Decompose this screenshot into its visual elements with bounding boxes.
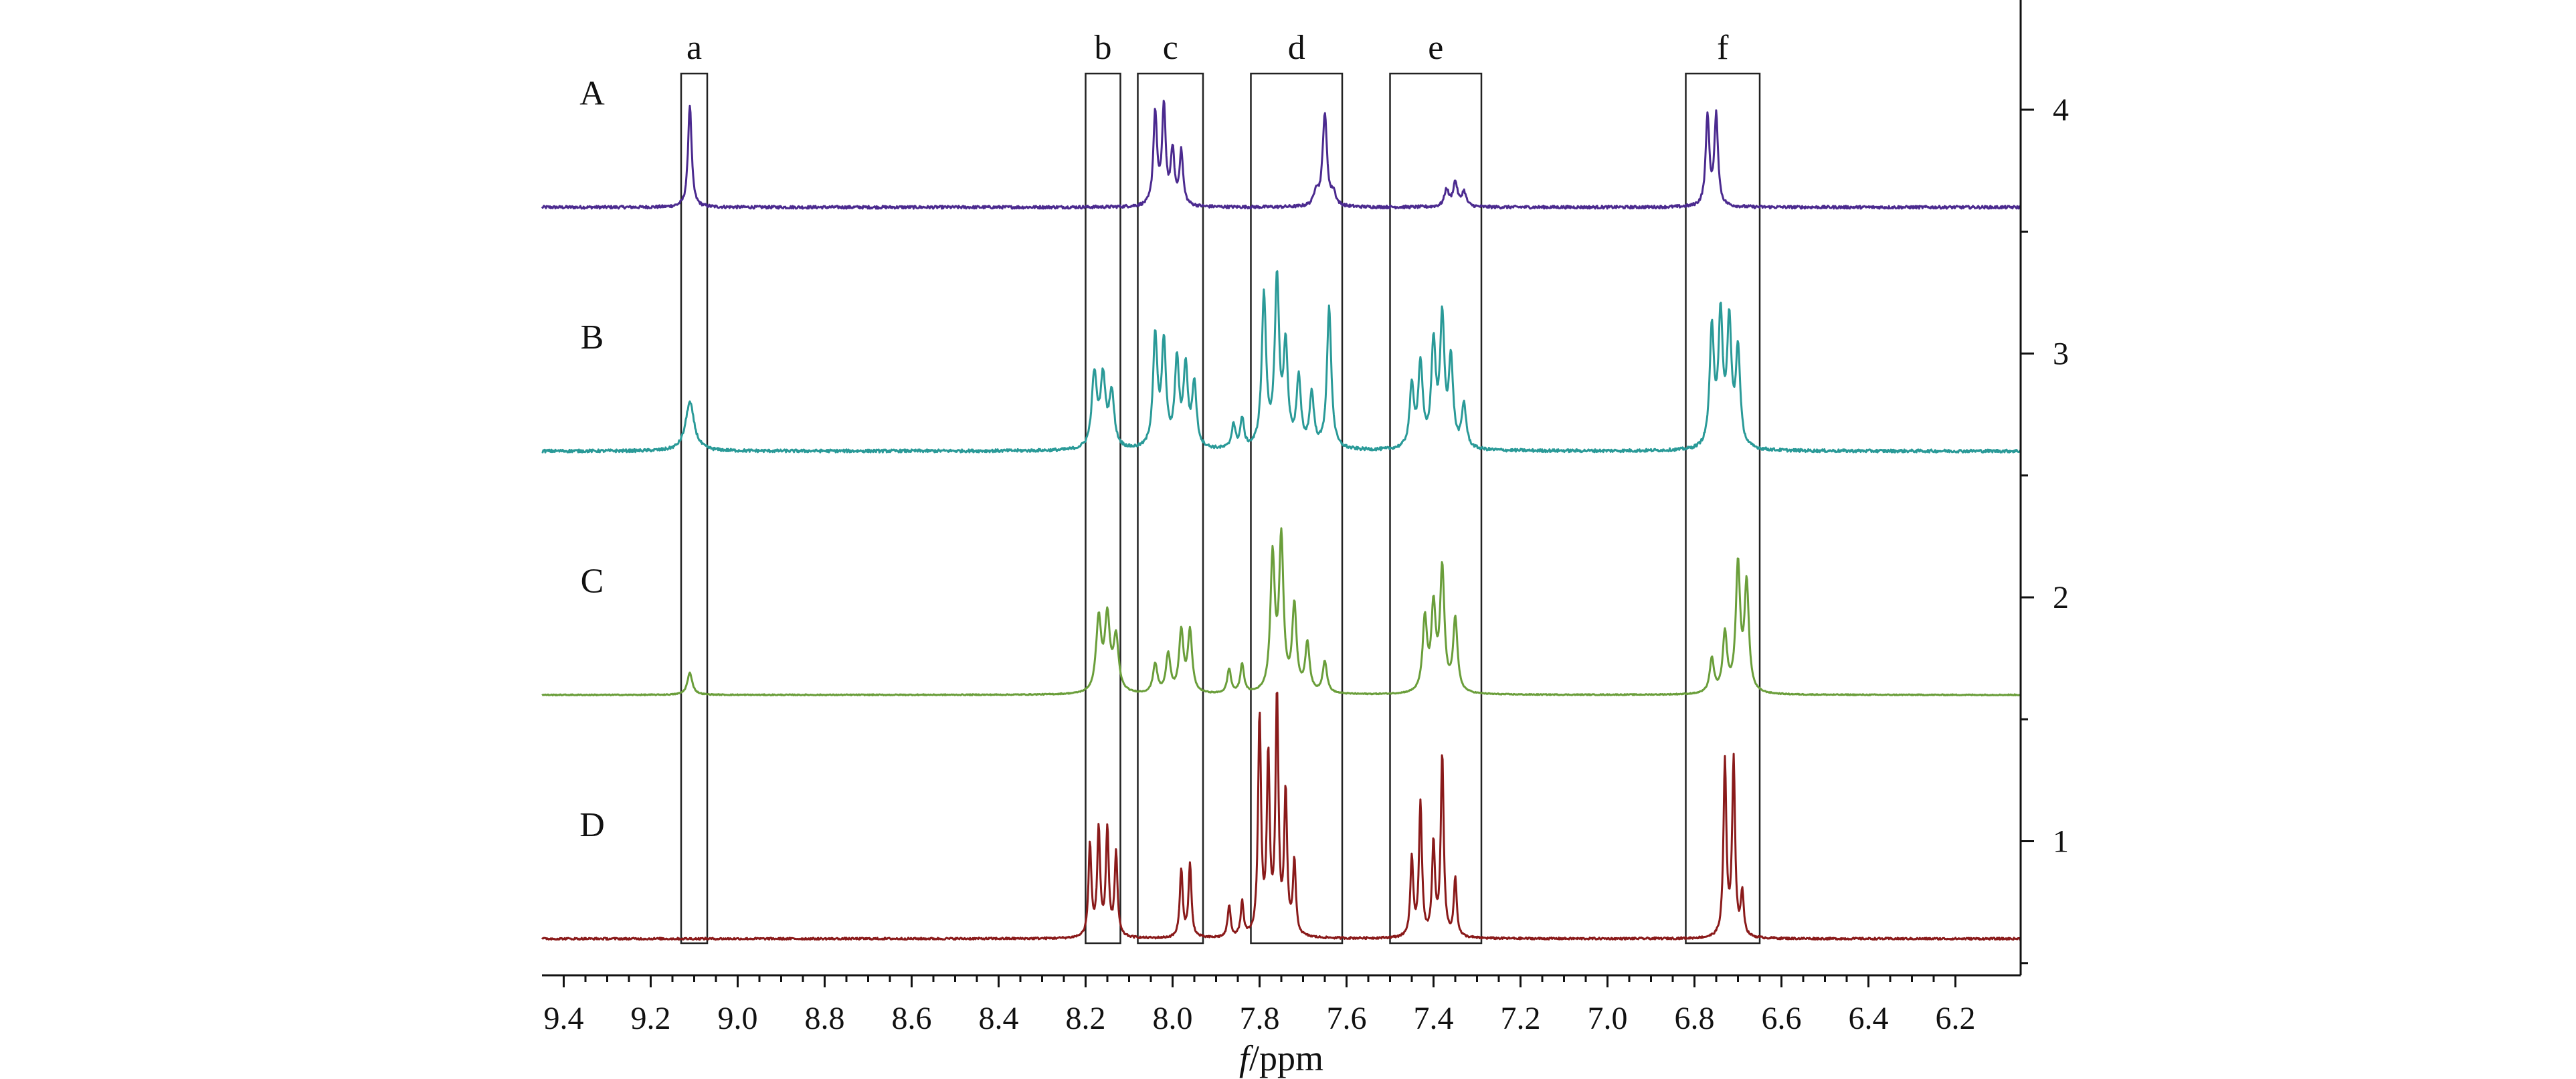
region-boxes: a b c d e f [680,29,1761,945]
y-tick-label: 4 [2053,92,2069,128]
y-axis-ticks: 1 2 3 4 [2021,92,2069,965]
x-axis-label: f/ppm [1239,1038,1323,1078]
region-box-c [1137,72,1204,945]
x-tick-label: 7.8 [1240,1001,1280,1036]
region-label-f: f [1717,29,1729,67]
x-tick-label: 7.4 [1414,1001,1454,1036]
region-label-e: e [1428,29,1443,67]
spectrum-b [541,270,2021,454]
spectrum-a [541,100,2022,210]
x-tick-label: 6.8 [1675,1001,1715,1036]
spectrum-d [541,692,2022,941]
region-label-b: b [1095,29,1112,67]
region-box-e [1389,72,1483,945]
x-tick-label: 8.2 [1066,1001,1106,1036]
region-label-a: a [686,29,702,67]
x-tick-label: 9.0 [718,1001,758,1036]
region-box-b [1085,72,1121,945]
region-label-c: c [1163,29,1178,67]
spectrum-label-b: B [581,318,604,357]
x-tick-label: 8.8 [805,1001,845,1036]
region-box-a [680,72,709,945]
x-tick-label: 9.2 [631,1001,671,1036]
spectrum-label-c: C [581,563,604,601]
x-tick-label: 8.6 [892,1001,932,1036]
region-box-f [1685,72,1761,945]
x-axis-label-unit: /ppm [1249,1038,1323,1078]
x-tick-label: 7.2 [1501,1001,1541,1036]
spectra-traces [541,100,2022,941]
y-tick-label: 1 [2053,824,2069,860]
x-tick-label: 6.6 [1762,1001,1802,1036]
x-tick-label: 8.4 [979,1001,1019,1036]
region-label-d: d [1288,29,1305,67]
x-tick-label: 6.4 [1849,1001,1889,1036]
spectrum-c [541,527,2021,696]
spectrum-label-a: A [579,75,605,113]
x-tick-label: 9.4 [544,1001,584,1036]
x-tick-label: 6.2 [1936,1001,1976,1036]
spectrum-label-d: D [579,806,605,844]
y-tick-label: 3 [2053,336,2069,372]
x-tick-label: 8.0 [1153,1001,1193,1036]
x-axis-ticks: 9.4 9.2 9.0 8.8 8.6 8.4 8.2 8.0 7.8 7.6 7.4 7.2 7.0 6… [544,975,1976,1036]
spectrum-labels: A B C D [579,75,605,844]
x-tick-label: 7.6 [1327,1001,1367,1036]
x-tick-label: 7.0 [1588,1001,1628,1036]
y-tick-label: 2 [2053,580,2069,615]
region-box-d [1250,72,1344,945]
